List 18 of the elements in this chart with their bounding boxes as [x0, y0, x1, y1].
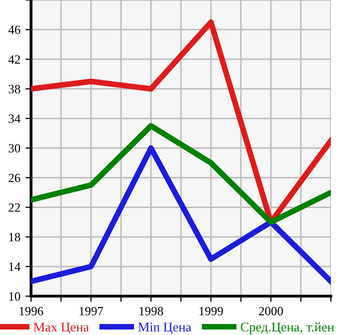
legend-label: Max Цена — [34, 322, 89, 334]
x-tick-label: 1996 — [20, 306, 44, 316]
y-tick-label: 38 — [8, 84, 20, 94]
y-tick-label: 42 — [8, 55, 20, 64]
y-tick-label: 34 — [8, 114, 20, 123]
y-tick-label: 26 — [8, 174, 20, 182]
x-tick-label: 2000 — [258, 306, 283, 316]
legend-label: Сред.Цена, т.йен — [240, 322, 334, 334]
x-tick-label: 1998 — [140, 306, 163, 316]
y-tick-label: 22 — [8, 203, 20, 212]
y-tick-label: 46 — [8, 26, 20, 34]
y-tick-label: 10 — [9, 292, 20, 301]
x-tick-label: 1997 — [80, 306, 104, 316]
x-tick-label: 1999 — [200, 306, 223, 316]
y-tick-label: 30 — [8, 144, 20, 153]
y-tick-label: 14 — [9, 262, 20, 271]
y-tick-label: 18 — [9, 232, 20, 242]
legend-label: Min Цена — [138, 322, 192, 334]
